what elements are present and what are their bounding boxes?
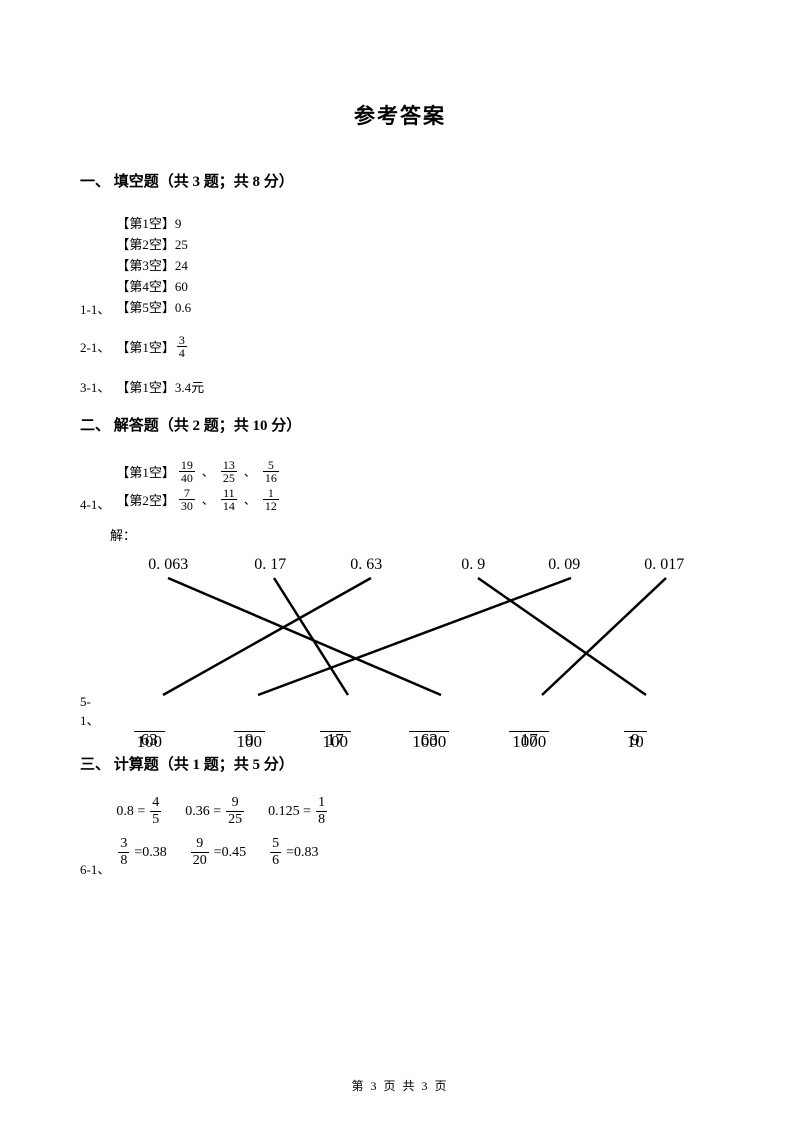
ans-1-1-l5: 【第5空】0.6: [116, 297, 191, 318]
calc-item: 920=0.45: [189, 837, 246, 868]
section-2-heading: 二、 解答题（共 2 题；共 10 分）: [80, 414, 720, 435]
label: 【第2空】: [116, 490, 175, 509]
calc-row-2: 38=0.38 920=0.45 56=0.83: [116, 837, 329, 868]
frac-n: 5: [266, 459, 276, 471]
answer-6-1: 6-1、 0.8 =45 0.36 =925 0.125 =18 38=0.38 92…: [80, 796, 720, 878]
frac-n: 3: [177, 334, 187, 346]
qnum-4-1: 4-1、: [80, 494, 110, 513]
label: 【第1空】: [116, 462, 175, 481]
answer-3-1: 3-1、 【第1空】3.4元: [80, 377, 720, 396]
sep: 、: [202, 491, 214, 508]
match-top-item: 0. 09: [548, 556, 580, 574]
calc-item: 38=0.38: [116, 837, 166, 868]
ans-4-1-line1: 【第1空】 1940 、 1325 、 516: [116, 457, 281, 485]
answer-2-1: 2-1、 【第1空】 3 4: [80, 334, 720, 359]
frac: 1114: [221, 487, 237, 512]
match-top-item: 0. 9: [461, 556, 485, 574]
frac-n: 19: [179, 459, 195, 471]
frac: 1940: [179, 459, 195, 484]
ans-1-1-l4: 【第4空】60: [116, 276, 191, 297]
answer-5-1: 5-1、 0. 0630. 170. 630. 90. 090. 017 631…: [80, 548, 720, 731]
match-diagram: 0. 0630. 170. 630. 90. 090. 017 63100910…: [116, 556, 720, 731]
sep: 、: [244, 491, 256, 508]
ans-1-1-l1: 【第1空】9: [116, 213, 191, 234]
ans-1-1-l2: 【第2空】25: [116, 234, 191, 255]
frac-d: 4: [177, 346, 187, 359]
frac-d: 16: [263, 471, 279, 484]
qnum-5-1: 5-1、: [80, 694, 110, 729]
frac-d: 30: [179, 499, 195, 512]
page-footer: 第 3 页 共 3 页: [0, 1077, 800, 1094]
sep: 、: [202, 463, 214, 480]
ans-5-1-jie: 解：: [110, 525, 720, 544]
frac-d: 12: [263, 499, 279, 512]
frac-d: 25: [221, 471, 237, 484]
frac-n: 11: [221, 487, 237, 499]
match-top-item: 0. 63: [350, 556, 382, 574]
calc-item: 0.125 =18: [268, 796, 329, 827]
calc-item: 0.8 =45: [116, 796, 163, 827]
match-top-item: 0. 063: [148, 556, 188, 574]
calc-row-1: 0.8 =45 0.36 =925 0.125 =18: [116, 796, 329, 827]
match-top-item: 0. 017: [644, 556, 684, 574]
qnum-1-1: 1-1、: [80, 299, 110, 318]
frac: 516: [263, 459, 279, 484]
calc-item: 56=0.83: [268, 837, 318, 868]
calc-item: 0.36 =925: [185, 796, 246, 827]
qnum-3-1: 3-1、: [80, 377, 110, 396]
ans-3-1-text: 【第1空】3.4元: [116, 377, 204, 396]
answer-1-1: 1-1、 【第1空】9 【第2空】25 【第3空】24 【第4空】60 【第5空…: [80, 213, 720, 318]
answer-4-1: 4-1、 【第1空】 1940 、 1325 、 516 【第2空】 730 、…: [80, 457, 720, 513]
sep: 、: [244, 463, 256, 480]
section-1-heading: 一、 填空题（共 3 题；共 8 分）: [80, 170, 720, 191]
page-title: 参考答案: [80, 100, 720, 130]
match-lines-svg: [116, 556, 721, 731]
frac-d: 40: [179, 471, 195, 484]
ans-2-1-frac: 3 4: [177, 334, 187, 359]
frac-n: 13: [221, 459, 237, 471]
frac: 730: [179, 487, 195, 512]
frac-n: 7: [182, 487, 192, 499]
frac-n: 1: [266, 487, 276, 499]
frac-d: 14: [221, 499, 237, 512]
section-3-heading: 三、 计算题（共 1 题；共 5 分）: [80, 753, 720, 774]
frac: 1325: [221, 459, 237, 484]
ans-4-1-line2: 【第2空】 730 、 1114 、 112: [116, 485, 281, 513]
qnum-6-1: 6-1、: [80, 859, 110, 878]
ans-1-1-l3: 【第3空】24: [116, 255, 191, 276]
ans-2-1-label: 【第1空】: [116, 337, 175, 356]
qnum-2-1: 2-1、: [80, 337, 110, 356]
match-top-item: 0. 17: [254, 556, 286, 574]
frac: 112: [263, 487, 279, 512]
